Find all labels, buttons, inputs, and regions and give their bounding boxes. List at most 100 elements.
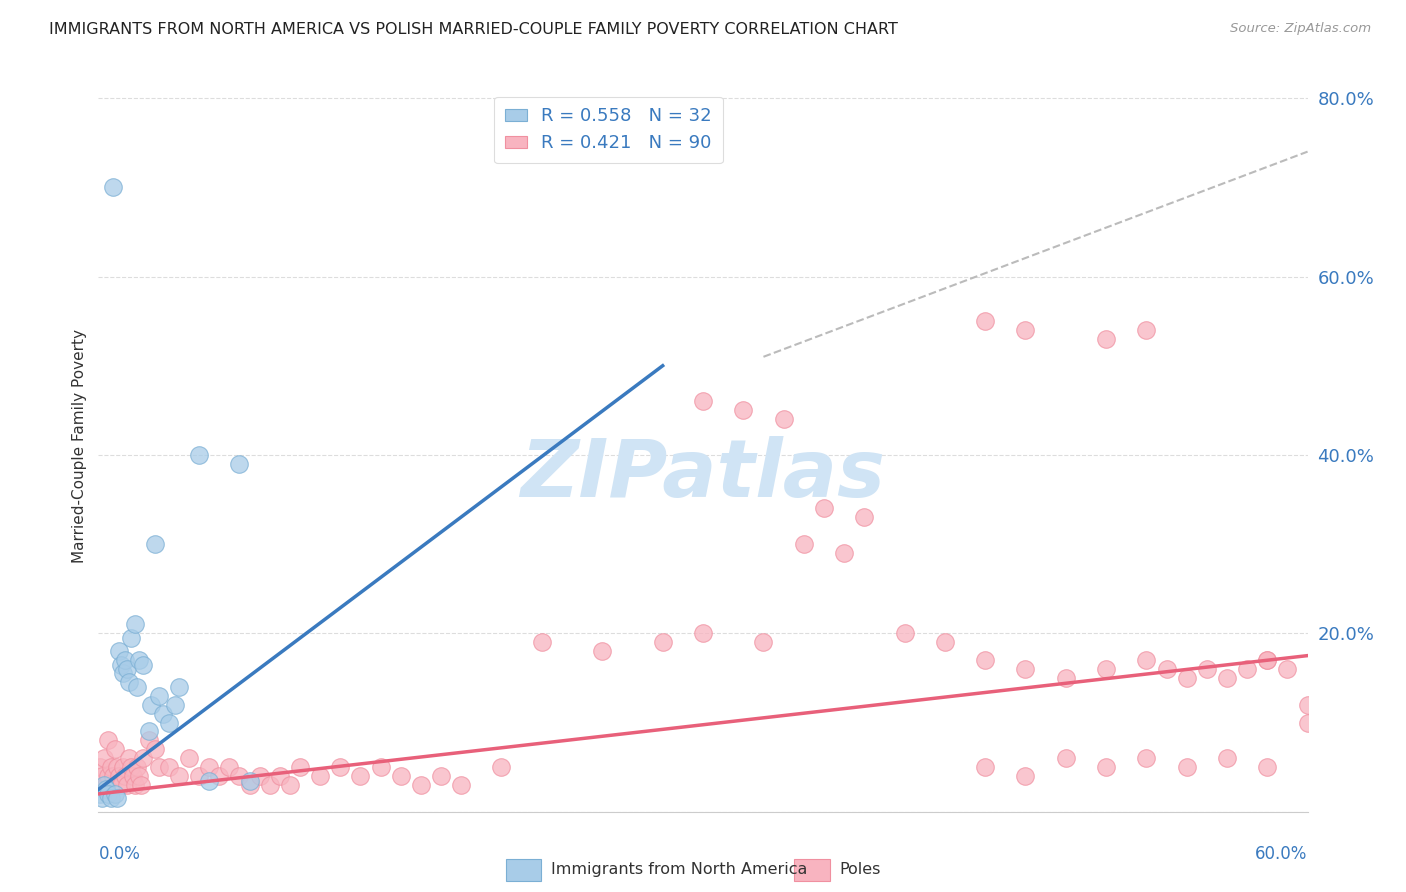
Point — [329, 760, 352, 774]
Point — [107, 769, 129, 783]
Point — [974, 314, 997, 328]
Point — [1175, 760, 1198, 774]
Point — [1277, 662, 1299, 676]
Point — [148, 689, 170, 703]
Y-axis label: Married-Couple Family Poverty: Married-Couple Family Poverty — [72, 329, 87, 563]
Point — [1014, 662, 1036, 676]
Point — [269, 769, 291, 783]
Point — [853, 510, 876, 524]
Point — [93, 778, 115, 792]
Point — [132, 657, 155, 672]
Point — [101, 769, 124, 783]
Point — [491, 760, 513, 774]
Point — [259, 778, 281, 792]
Point — [103, 742, 125, 756]
FancyBboxPatch shape — [794, 859, 830, 880]
Point — [167, 680, 190, 694]
Point — [228, 769, 250, 783]
Point — [179, 751, 201, 765]
Point — [138, 724, 160, 739]
Point — [157, 715, 180, 730]
Point — [1135, 751, 1157, 765]
Point — [793, 537, 815, 551]
Point — [974, 653, 997, 667]
Point — [101, 180, 124, 194]
Point — [1256, 653, 1278, 667]
Point — [163, 698, 186, 712]
Point — [1054, 671, 1077, 685]
Point — [692, 394, 714, 409]
Text: Immigrants from North America: Immigrants from North America — [551, 863, 807, 878]
Point — [96, 782, 118, 797]
Point — [813, 501, 835, 516]
Point — [91, 769, 114, 783]
Point — [103, 787, 125, 801]
Point — [1095, 662, 1118, 676]
Point — [309, 769, 332, 783]
Point — [157, 760, 180, 774]
Point — [120, 631, 142, 645]
Point — [530, 635, 553, 649]
Point — [125, 680, 148, 694]
Text: ZIPatlas: ZIPatlas — [520, 436, 886, 515]
Point — [138, 733, 160, 747]
Point — [1216, 751, 1239, 765]
Text: 0.0%: 0.0% — [98, 845, 141, 863]
Point — [110, 778, 132, 792]
Point — [89, 787, 111, 801]
Point — [97, 787, 120, 801]
Point — [125, 760, 148, 774]
Point — [1296, 698, 1319, 712]
Point — [111, 760, 134, 774]
Point — [1135, 323, 1157, 337]
Point — [188, 769, 211, 783]
Point — [124, 778, 146, 792]
Point — [89, 760, 111, 774]
Point — [100, 791, 122, 805]
Point — [107, 644, 129, 658]
Point — [91, 791, 114, 805]
Point — [733, 403, 755, 417]
Point — [114, 653, 136, 667]
Point — [167, 769, 190, 783]
Point — [591, 644, 613, 658]
Point — [97, 733, 120, 747]
Point — [752, 635, 775, 649]
Point — [129, 778, 152, 792]
Point — [93, 751, 115, 765]
Point — [188, 448, 211, 462]
Point — [148, 760, 170, 774]
Point — [832, 546, 855, 560]
Point — [228, 457, 250, 471]
Point — [198, 773, 221, 788]
Point — [152, 706, 174, 721]
Point — [143, 537, 166, 551]
Point — [143, 742, 166, 756]
Point — [218, 760, 240, 774]
Point — [118, 675, 141, 690]
Point — [105, 791, 128, 805]
Point — [1135, 653, 1157, 667]
Point — [1256, 760, 1278, 774]
Point — [139, 698, 162, 712]
Point — [430, 769, 453, 783]
Text: Source: ZipAtlas.com: Source: ZipAtlas.com — [1230, 22, 1371, 36]
Point — [110, 657, 132, 672]
Point — [1014, 323, 1036, 337]
Point — [128, 769, 150, 783]
Point — [96, 778, 118, 792]
Point — [249, 769, 271, 783]
Point — [1256, 653, 1278, 667]
Point — [288, 760, 311, 774]
Point — [1054, 751, 1077, 765]
Text: Poles: Poles — [839, 863, 880, 878]
Point — [121, 769, 143, 783]
Point — [114, 769, 136, 783]
Point — [1175, 671, 1198, 685]
Point — [1195, 662, 1218, 676]
Point — [934, 635, 956, 649]
Legend: R = 0.558   N = 32, R = 0.421   N = 90: R = 0.558 N = 32, R = 0.421 N = 90 — [495, 96, 723, 163]
Text: 60.0%: 60.0% — [1256, 845, 1308, 863]
Point — [132, 751, 155, 765]
Point — [651, 635, 673, 649]
